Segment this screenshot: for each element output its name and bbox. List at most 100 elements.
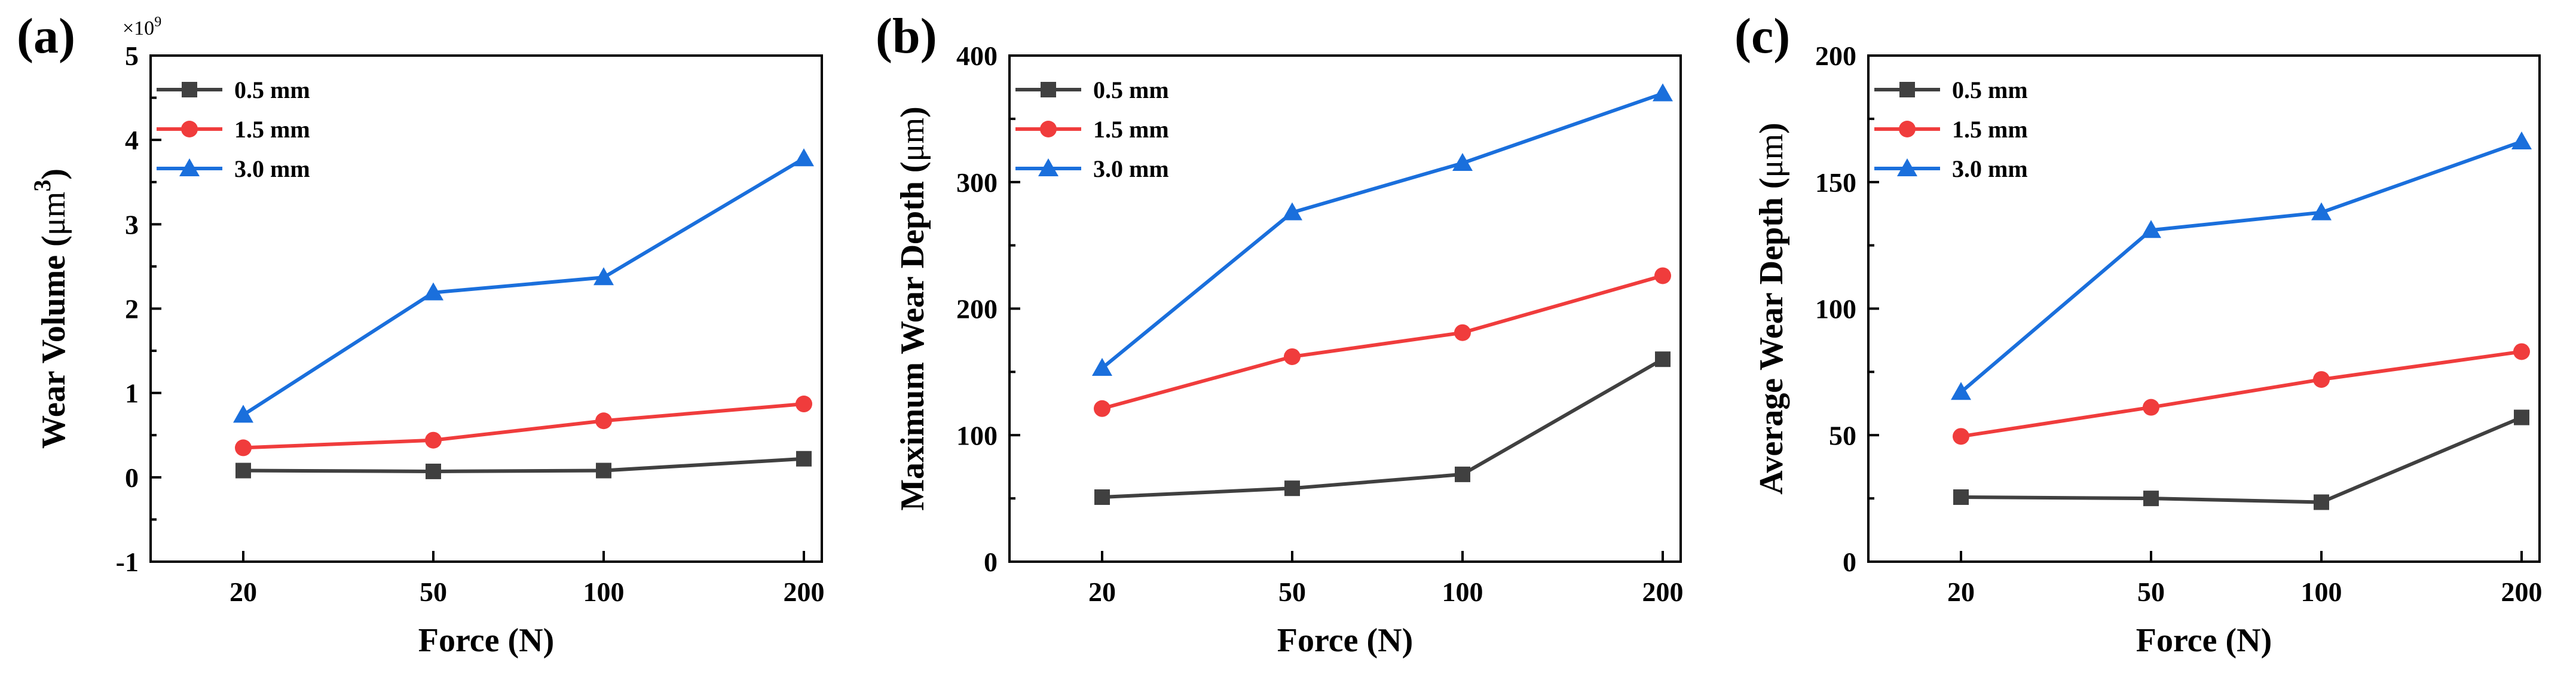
- legend: 0.5 mm 1.5 mm 3.0 mm: [1015, 76, 1169, 182]
- legend-marker: [1038, 158, 1058, 176]
- series-3_0-mm: [1092, 83, 1673, 376]
- x-tick-label: 100: [583, 577, 625, 607]
- y-tick-label: 2: [125, 294, 139, 324]
- series-1_5-mm: [235, 396, 812, 457]
- series-line: [1960, 350, 2522, 439]
- x-tick-label: 200: [784, 577, 825, 607]
- y-tick-label: 150: [1815, 167, 1856, 198]
- panel-label: (c): [1734, 8, 1790, 64]
- y-axis-label-text: Wear Volume (: [35, 235, 72, 449]
- data-point: [1452, 152, 1473, 171]
- series-line: [242, 157, 805, 416]
- series-3_0-mm: [1951, 131, 2532, 400]
- data-point: [1094, 400, 1110, 417]
- data-point: [1953, 428, 1969, 445]
- x-axis-label: Force (N): [2136, 622, 2272, 659]
- legend-label: 0.5 mm: [1952, 76, 2028, 103]
- legend: 0.5 mm 1.5 mm 3.0 mm: [1874, 76, 2028, 182]
- data-point: [1092, 358, 1112, 376]
- y-multiplier-base: ×10: [123, 17, 154, 39]
- x-tick-label: 100: [1442, 577, 1483, 607]
- data-point: [235, 462, 251, 479]
- panel-c: 0 50 100 150 200 20 50 100 200 Force (N) Average W…: [1718, 0, 2576, 674]
- data-point: [2514, 409, 2529, 425]
- x-tick-label: 20: [1088, 577, 1116, 607]
- series-0_5-mm: [235, 451, 812, 479]
- y-tick-label: 300: [956, 167, 998, 198]
- legend-marker: [182, 82, 197, 97]
- legend-label: 3.0 mm: [1093, 155, 1169, 182]
- y-tick-label: 50: [1829, 420, 1856, 451]
- series-line: [1102, 357, 1664, 500]
- data-point: [796, 451, 812, 467]
- data-point: [1951, 382, 1971, 400]
- legend-label: 1.5 mm: [1093, 116, 1169, 143]
- legend-label: 3.0 mm: [1952, 155, 2028, 182]
- legend-marker: [1897, 158, 1917, 176]
- y-tick-label: 200: [1815, 41, 1856, 71]
- legend-label: 1.5 mm: [234, 116, 310, 143]
- legend-marker: [1041, 82, 1056, 97]
- y-axis-label-unit: μm: [35, 192, 72, 236]
- chart-svg: 0 50 100 150 200 20 50 100 200 Force (N) Average W…: [1734, 8, 2543, 659]
- x-tick-label: 200: [1642, 577, 1684, 607]
- data-point: [1655, 351, 1671, 367]
- data-point: [796, 396, 812, 413]
- series-line: [243, 457, 804, 473]
- y-axis-label-sup: 3: [29, 180, 56, 192]
- data-point: [1953, 489, 1969, 505]
- y-tick-label: 1: [125, 378, 139, 409]
- data-point: [2141, 220, 2161, 238]
- y-axis-label-close: ): [35, 168, 72, 180]
- legend-marker: [1899, 82, 1915, 97]
- x-tick-label: 100: [2301, 577, 2342, 607]
- y-axis-label-text: Maximum Wear Depth (: [894, 161, 931, 510]
- legend-marker: [181, 121, 198, 137]
- legend-label: 0.5 mm: [234, 76, 310, 103]
- data-point: [2511, 131, 2532, 149]
- data-point: [596, 462, 611, 479]
- data-point: [426, 463, 441, 479]
- series-1_5-mm: [1094, 267, 1671, 417]
- y-tick-label: 0: [984, 547, 998, 577]
- y-axis-label: Wear Volume (μm3): [29, 168, 72, 449]
- legend-marker: [179, 158, 200, 176]
- chart-svg: 0 100 200 300 400 20 50 100 200 Force (N) Maximum …: [876, 8, 1684, 659]
- legend-label: 1.5 mm: [1952, 116, 2028, 143]
- data-point: [423, 282, 443, 301]
- y-tick-label: 0: [125, 462, 139, 493]
- y-axis-label-close: ): [1753, 122, 1790, 134]
- legend-marker: [1040, 121, 1057, 137]
- series-0_5-mm: [1094, 351, 1671, 505]
- data-point: [593, 267, 614, 286]
- series-line: [243, 402, 804, 450]
- x-tick-label: 50: [420, 577, 447, 607]
- data-point: [2143, 491, 2159, 507]
- y-axis-label: Maximum Wear Depth (μm): [894, 106, 931, 511]
- y-tick-label: 400: [956, 41, 998, 71]
- data-point: [1094, 489, 1110, 505]
- y-axis-label-text: Average Wear Depth (: [1753, 177, 1790, 494]
- data-point: [2143, 399, 2159, 416]
- y-axis-label: Average Wear Depth (μm): [1753, 122, 1790, 495]
- series-line: [1960, 140, 2523, 394]
- y-tick-label: -1: [116, 547, 139, 577]
- y-tick-label: 200: [956, 294, 998, 324]
- x-axis-label: Force (N): [418, 622, 555, 659]
- data-point: [425, 431, 442, 449]
- data-point: [1282, 202, 1302, 220]
- y-tick-label: 100: [956, 420, 998, 451]
- y-multiplier-exp: 9: [154, 14, 161, 30]
- series-line: [1102, 274, 1663, 410]
- series-1_5-mm: [1953, 343, 2530, 445]
- y-tick-label: 100: [1815, 294, 1856, 324]
- panel-label: (a): [17, 8, 75, 64]
- x-tick-label: 20: [230, 577, 257, 607]
- data-point: [794, 148, 814, 167]
- legend-marker: [1899, 121, 1916, 137]
- panel-a: -1 0 1 2 3 4 5 20 50 100 200 Force (N) Wear Volume (…: [0, 0, 858, 674]
- legend-label: 3.0 mm: [234, 155, 310, 182]
- y-axis-label-unit: μm: [894, 118, 931, 162]
- y-tick-label: 4: [125, 125, 139, 155]
- x-tick-label: 20: [1947, 577, 1975, 607]
